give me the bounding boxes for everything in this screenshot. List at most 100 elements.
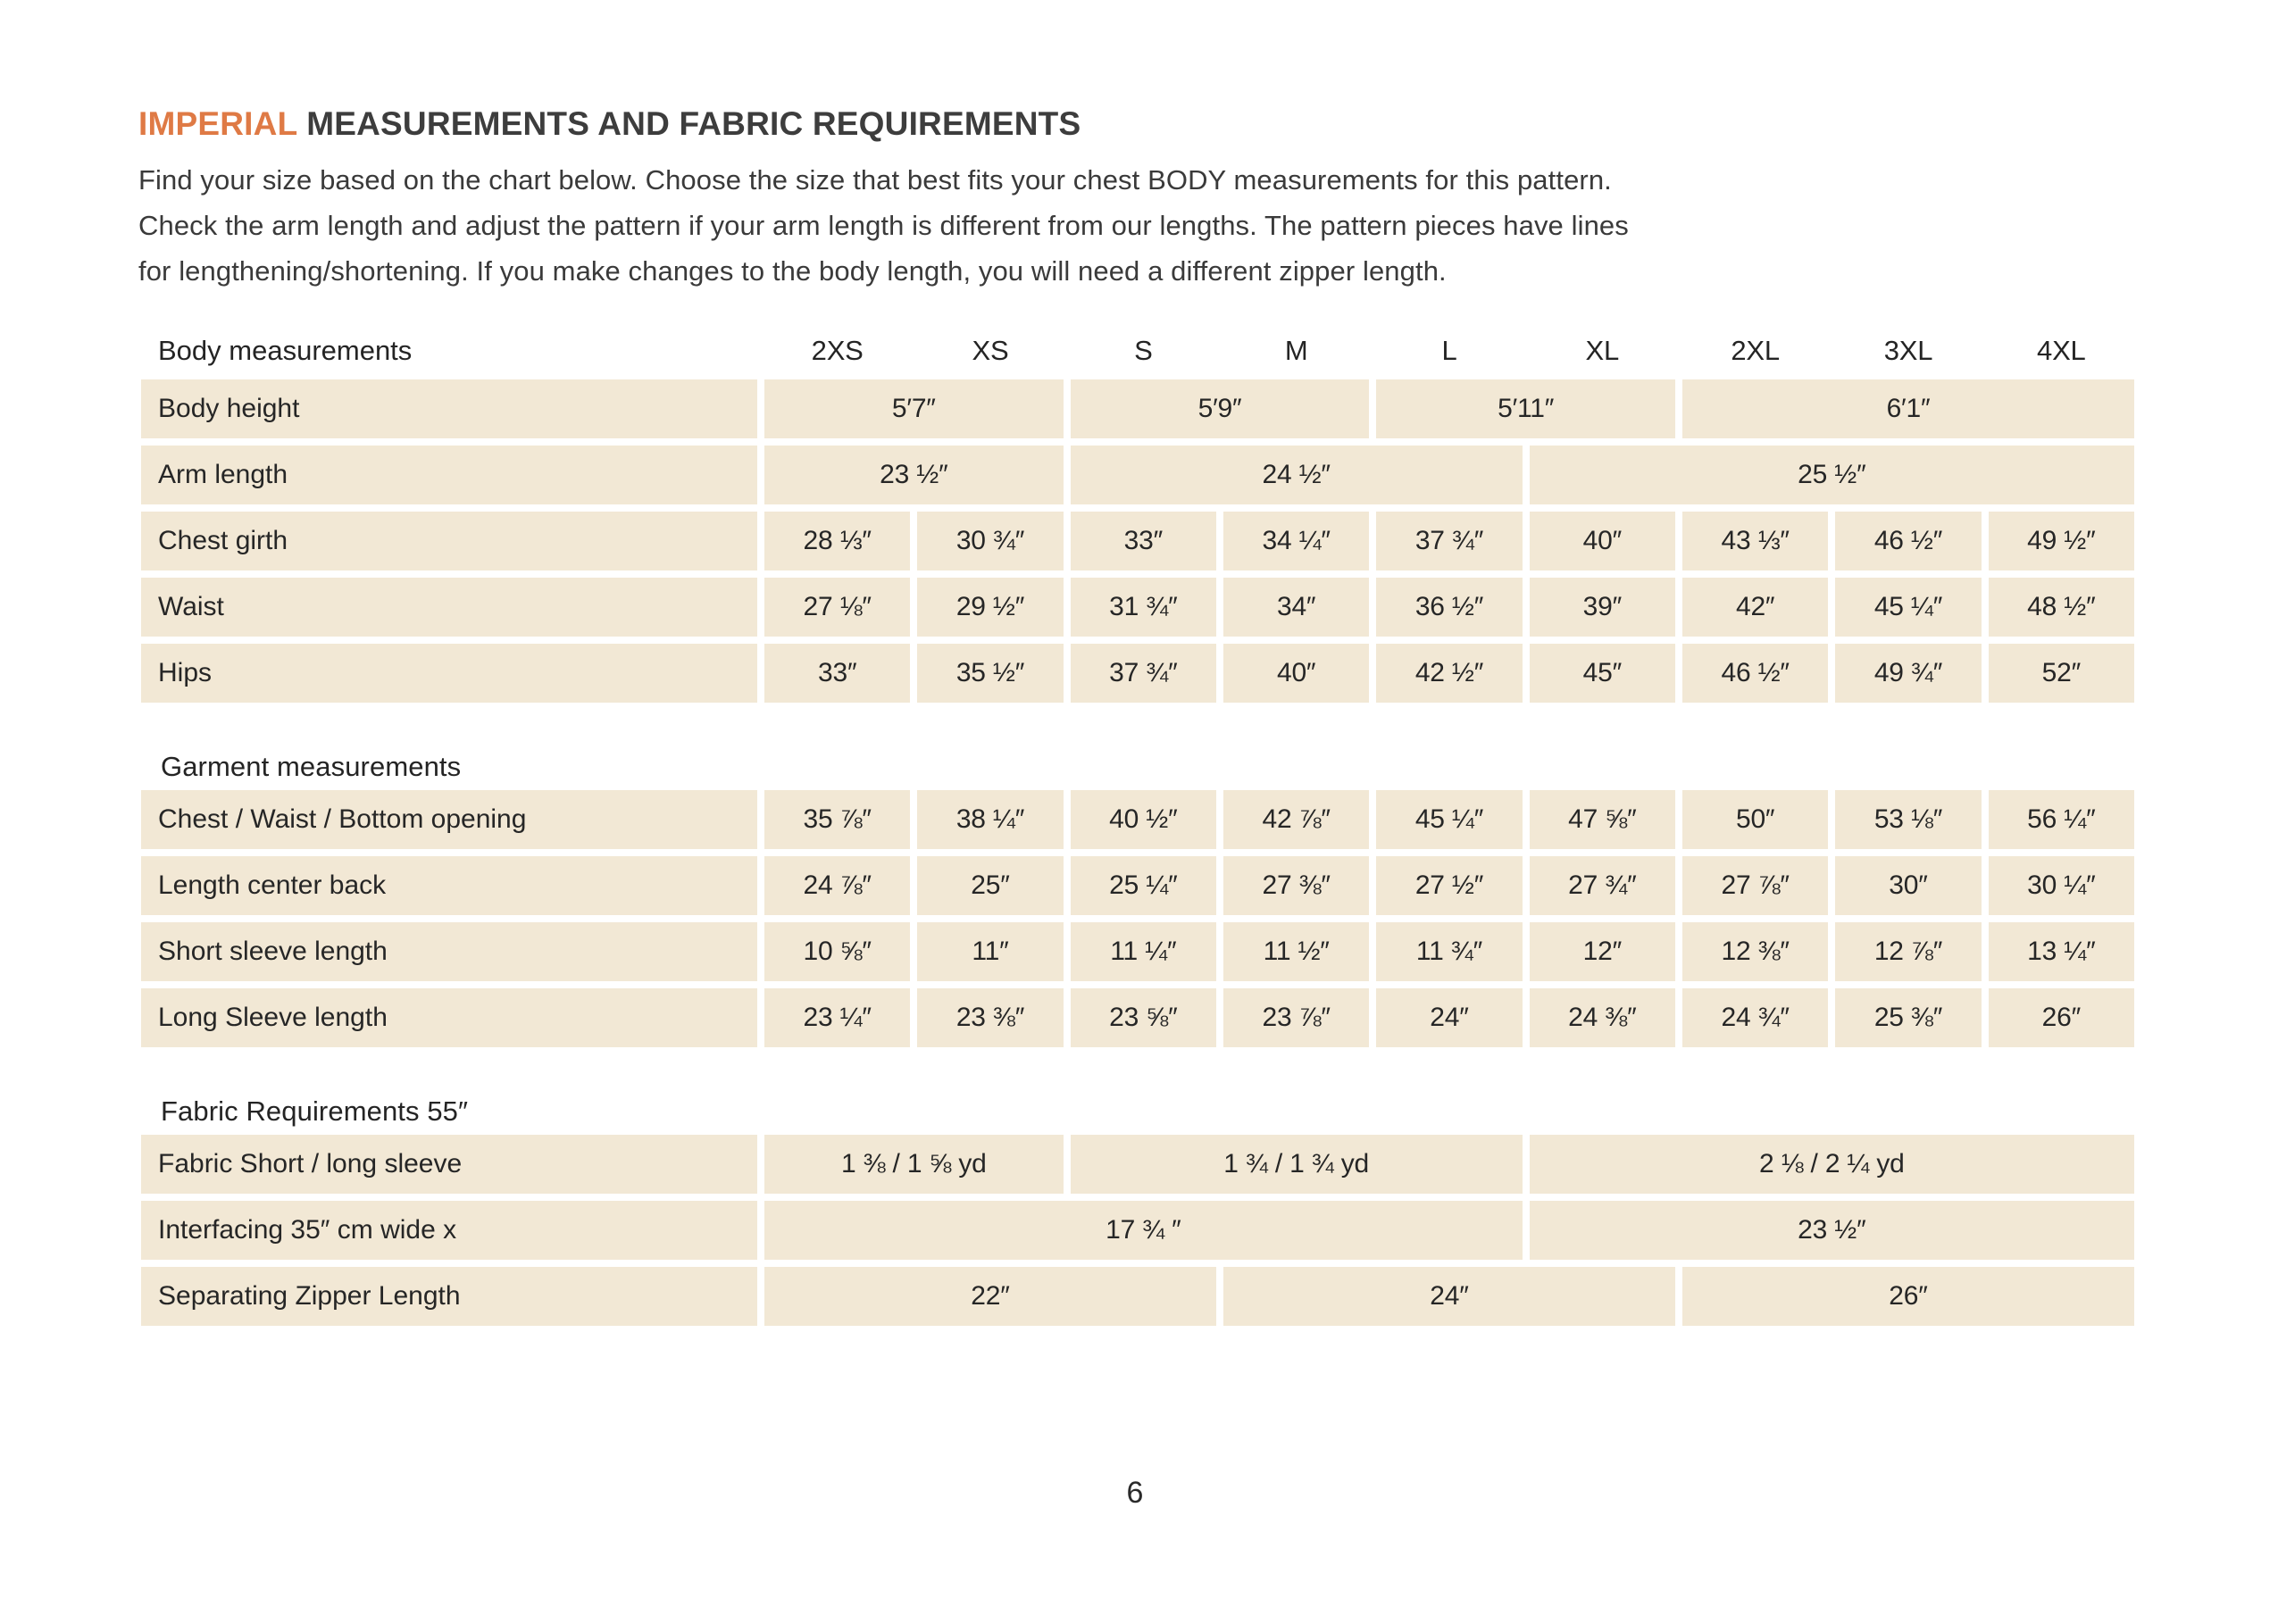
size-column-header: 3XL <box>1883 335 1933 366</box>
table-row: Separating Zipper Length 22″ 24″ 26″ <box>141 1267 2134 1326</box>
row-label: Body height <box>141 379 757 438</box>
size-column-header: XL <box>1585 335 1620 366</box>
value-cell: 56 ¼″ <box>1988 790 2134 849</box>
value-cell: 11″ <box>917 922 1064 981</box>
value-cell: 24 ½″ <box>1070 446 1523 504</box>
value-cell: 49 ½″ <box>1988 512 2134 570</box>
value-cell: 1 ⅜ / 1 ⅝ yd <box>764 1135 1064 1194</box>
value-cell: 27 ⅛″ <box>764 578 911 637</box>
value-cell: 11 ¼″ <box>1070 922 1216 981</box>
value-cell: 17 ¾ ″ <box>764 1201 1523 1260</box>
value-cell: 10 ⅝″ <box>764 922 911 981</box>
value-cell: 30″ <box>1835 856 1982 915</box>
intro-line: Check the arm length and adjust the patt… <box>138 210 1629 241</box>
value-cell: 2 ⅛ / 2 ¼ yd <box>1529 1135 2134 1194</box>
value-cell: 34 ¼″ <box>1222 512 1370 570</box>
table-row: Long Sleeve length 23 ¼″ 23 ⅜″ 23 ⅝″ 23 ⅞″ 24… <box>141 988 2134 1047</box>
value-cell: 50″ <box>1681 790 1829 849</box>
row-label: Long Sleeve length <box>141 988 757 1047</box>
value-cell: 35 ⅞″ <box>764 790 911 849</box>
value-cell: 34″ <box>1222 578 1370 637</box>
value-cell: 42 ⅞″ <box>1222 790 1370 849</box>
value-cell: 24 ⅞″ <box>764 856 911 915</box>
row-label: Chest girth <box>141 512 757 570</box>
value-cell: 46 ½″ <box>1835 512 1982 570</box>
value-cell: 47 ⅝″ <box>1529 790 1675 849</box>
value-cell: 30 ¾″ <box>917 512 1064 570</box>
table-row: Chest / Waist / Bottom opening 35 ⅞″ 38 ¼″… <box>141 790 2134 849</box>
value-cell: 37 ¾″ <box>1376 512 1523 570</box>
value-cell: 25 ⅜″ <box>1835 988 1982 1047</box>
value-cell: 31 ¾″ <box>1070 578 1216 637</box>
value-cell: 24″ <box>1376 988 1523 1047</box>
row-label: Fabric Short / long sleeve <box>141 1135 757 1194</box>
row-label: Arm length <box>141 446 757 504</box>
title-highlight: IMPERIAL <box>138 105 297 142</box>
value-cell: 40″ <box>1222 644 1370 703</box>
value-cell: 40″ <box>1529 512 1675 570</box>
value-cell: 27 ⅞″ <box>1681 856 1829 915</box>
value-cell: 23 ½″ <box>764 446 1064 504</box>
table-row: Short sleeve length 10 ⅝″ 11″ 11 ¼″ 11 ½″ 11 … <box>141 922 2134 981</box>
table-row: Hips 33″ 35 ½″ 37 ¾″ 40″ 42 ½″ 45″ 46 ½″ 49 ¾″ 52… <box>141 644 2134 703</box>
intro-line: Find your size based on the chart below.… <box>138 164 1612 196</box>
row-label: Short sleeve length <box>141 922 757 981</box>
value-cell: 42″ <box>1681 578 1829 637</box>
table-row: Interfacing 35″ cm wide x 17 ¾ ″ 23 ½″ <box>141 1201 2134 1260</box>
value-cell: 23 ¼″ <box>764 988 911 1047</box>
size-column-header: 2XL <box>1731 335 1780 366</box>
value-cell: 6′1″ <box>1681 379 2134 438</box>
value-cell: 25 ½″ <box>1529 446 2134 504</box>
table-header-row: Body measurements 2XS XS S M L XL 2XL 3XL 4XL <box>141 329 2134 372</box>
value-cell: 11 ½″ <box>1222 922 1370 981</box>
value-cell: 35 ½″ <box>917 644 1064 703</box>
row-label: Chest / Waist / Bottom opening <box>141 790 757 849</box>
value-cell: 37 ¾″ <box>1070 644 1216 703</box>
value-cell: 42 ½″ <box>1376 644 1523 703</box>
section-heading: Fabric Requirements 55″ <box>161 1095 469 1127</box>
value-cell: 40 ½″ <box>1070 790 1216 849</box>
value-cell: 38 ¼″ <box>917 790 1064 849</box>
table-row: Length center back 24 ⅞″ 25″ 25 ¼″ 27 ⅜″ 27 ½… <box>141 856 2134 915</box>
size-table: Body measurements 2XS XS S M L XL 2XL 3XL 4XL Body… <box>141 329 2134 1326</box>
value-cell: 45″ <box>1529 644 1675 703</box>
value-cell: 12 ⅞″ <box>1835 922 1982 981</box>
value-cell: 23 ⅞″ <box>1222 988 1370 1047</box>
value-cell: 26″ <box>1988 988 2134 1047</box>
table-row: Body height 5′7″ 5′9″ 5′11″ 6′1″ <box>141 379 2134 438</box>
size-column-header: L <box>1441 335 1457 366</box>
value-cell: 26″ <box>1682 1267 2134 1326</box>
row-label: Interfacing 35″ cm wide x <box>141 1201 757 1260</box>
section-heading: Garment measurements <box>161 751 462 782</box>
value-cell: 45 ¼″ <box>1835 578 1982 637</box>
value-cell: 13 ¼″ <box>1988 922 2134 981</box>
row-label: Length center back <box>141 856 757 915</box>
size-column-header: 4XL <box>2037 335 2086 366</box>
value-cell: 5′7″ <box>764 379 1064 438</box>
size-column-header: M <box>1284 335 1308 366</box>
value-cell: 30 ¼″ <box>1988 856 2134 915</box>
value-cell: 11 ¾″ <box>1376 922 1523 981</box>
value-cell: 24 ⅜″ <box>1529 988 1675 1047</box>
value-cell: 23 ⅝″ <box>1070 988 1216 1047</box>
value-cell: 25 ¼″ <box>1070 856 1216 915</box>
row-label: Separating Zipper Length <box>141 1267 757 1326</box>
table-row: Fabric Short / long sleeve 1 ⅜ / 1 ⅝ yd 1 … <box>141 1135 2134 1194</box>
table-row: Arm length 23 ½″ 24 ½″ 25 ½″ <box>141 446 2134 504</box>
table-row: Chest girth 28 ⅓″ 30 ¾″ 33″ 34 ¼″ 37 ¾″ 40″ 43 … <box>141 512 2134 570</box>
table-row: Waist 27 ⅛″ 29 ½″ 31 ¾″ 34″ 36 ½″ 39″ 42″ 45 ¼″ 4… <box>141 578 2134 637</box>
value-cell: 29 ½″ <box>917 578 1064 637</box>
value-cell: 28 ⅓″ <box>764 512 911 570</box>
value-cell: 25″ <box>917 856 1064 915</box>
intro-paragraph: Find your size based on the chart below.… <box>138 157 2139 294</box>
value-cell: 36 ½″ <box>1376 578 1523 637</box>
table-header-label: Body measurements <box>158 335 413 366</box>
value-cell: 23 ⅜″ <box>917 988 1064 1047</box>
row-label: Waist <box>141 578 757 637</box>
value-cell: 53 ⅛″ <box>1835 790 1982 849</box>
value-cell: 27 ¾″ <box>1529 856 1675 915</box>
value-cell: 5′11″ <box>1376 379 1675 438</box>
intro-line: for lengthening/shortening. If you make … <box>138 255 1447 287</box>
value-cell: 5′9″ <box>1070 379 1370 438</box>
